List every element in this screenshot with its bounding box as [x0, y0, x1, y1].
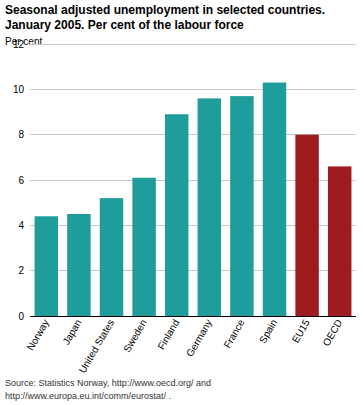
- x-tick-label: OECD: [320, 318, 344, 349]
- x-tick-label: Spain: [257, 318, 279, 346]
- y-tick-label: 12: [13, 39, 25, 50]
- y-tick-label: 8: [18, 129, 24, 140]
- source-note: Source: Statistics Norway, http://www.oe…: [5, 378, 211, 388]
- y-tick-label: 10: [13, 84, 25, 95]
- bar: [165, 114, 188, 316]
- bar: [328, 166, 351, 316]
- y-tick-label: 0: [18, 311, 24, 322]
- x-tick-label: Norway: [25, 318, 51, 353]
- title: Seasonal adjusted unemployment in select…: [5, 3, 325, 17]
- y-tick-label: 6: [18, 175, 24, 186]
- x-tick-label: France: [222, 317, 247, 350]
- grid-line: [30, 89, 356, 90]
- x-tick-label: Germany: [184, 318, 214, 359]
- source-note: http://www.europa.eu.int/comm/eurostat/ …: [5, 391, 171, 401]
- bar: [198, 98, 221, 316]
- y-tick-label: 2: [18, 265, 24, 276]
- grid-line: [30, 44, 356, 45]
- x-tick-label: Sweden: [121, 318, 149, 355]
- bar: [35, 216, 58, 316]
- x-tick-label: Finland: [155, 318, 181, 352]
- subtitle: January 2005. Per cent of the labour for…: [5, 18, 244, 32]
- x-tick-label: United States: [77, 318, 117, 376]
- bar: [263, 83, 286, 316]
- chart: Seasonal adjusted unemployment in select…: [0, 0, 364, 405]
- bars: [35, 83, 352, 316]
- bar: [132, 178, 155, 316]
- x-tick-label: EU15: [290, 317, 312, 345]
- bar: [295, 135, 318, 316]
- x-tick-label: Japan: [60, 318, 83, 347]
- y-tick-label: 4: [18, 220, 24, 231]
- bar: [67, 214, 90, 316]
- bar: [230, 96, 253, 316]
- grid-line: [30, 316, 356, 317]
- bar: [100, 198, 123, 316]
- x-axis-line: [30, 316, 356, 317]
